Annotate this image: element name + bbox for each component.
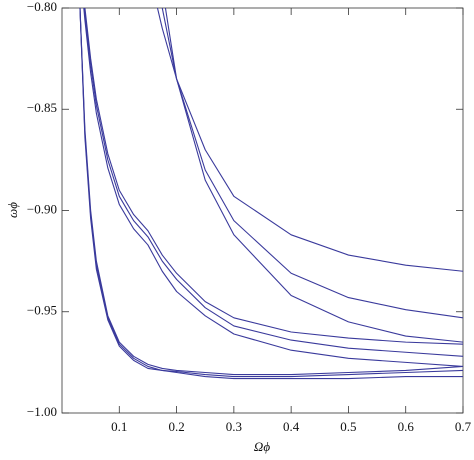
curve [79,8,463,376]
x-tick-label: 0.4 [283,419,300,434]
x-axis-label: Ωϕ [254,439,270,454]
x-tick-label: 0.2 [168,419,184,434]
curve [161,8,463,319]
curve [79,8,463,378]
x-tick-label: 0.6 [398,419,415,434]
y-tick-label: −1.00 [27,404,57,419]
y-tick-label: −0.80 [27,0,57,14]
y-tick-label: −0.95 [27,303,57,318]
curve [156,8,463,272]
x-tick-label: 0.5 [340,419,356,434]
curve [83,8,463,357]
y-axis-label: ωϕ [5,202,20,218]
curve [164,8,463,343]
y-tick-label: −0.90 [27,201,57,216]
y-tick-label: −0.85 [27,100,57,115]
curve [83,8,463,367]
curve [84,8,463,345]
x-tick-label: 0.3 [226,419,242,434]
x-tick-label: 0.1 [111,419,127,434]
plot-area [79,8,463,380]
x-tick-label: 0.7 [455,419,472,434]
curve [79,8,463,380]
